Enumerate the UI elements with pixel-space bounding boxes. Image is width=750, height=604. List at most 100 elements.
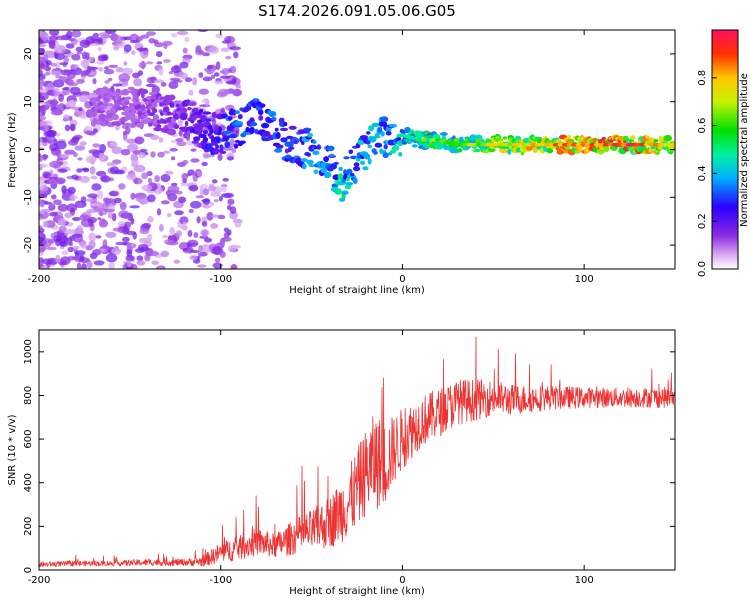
heatmap-ridge-cell xyxy=(453,145,458,150)
heatmap-noise-cell xyxy=(62,87,71,91)
heatmap-ridge-cell xyxy=(127,86,135,91)
heatmap-ridge-cell xyxy=(175,103,181,108)
heatmap-noise-cell xyxy=(56,140,67,150)
heatmap-noise-cell xyxy=(126,242,137,249)
heatmap-noise-cell xyxy=(126,138,137,144)
heatmap-noise-cell xyxy=(132,177,143,185)
heatmap-ridge-cell xyxy=(234,110,240,115)
y-tick-label: 600 xyxy=(23,430,34,449)
heatmap-noise-cell xyxy=(122,132,128,141)
y-tick-label: 400 xyxy=(23,473,34,492)
heatmap-noise-cell xyxy=(39,200,45,207)
heatmap-noise-cell xyxy=(97,47,102,52)
heatmap-noise-cell xyxy=(74,145,86,151)
heatmap-noise-cell xyxy=(148,250,159,257)
heatmap-noise-cell xyxy=(115,67,124,73)
heatmap-ridge-cell xyxy=(218,126,222,132)
heatmap-noise-cell xyxy=(42,138,50,143)
heatmap-noise-cell xyxy=(45,60,52,66)
heatmap-noise-cell xyxy=(63,114,70,122)
heatmap-noise-cell xyxy=(154,175,161,183)
spectrogram-heatmap xyxy=(39,30,675,269)
heatmap-noise-cell xyxy=(49,30,60,36)
heatmap-noise-cell xyxy=(86,65,91,74)
heatmap-noise-cell xyxy=(214,80,224,85)
heatmap-noise-cell xyxy=(86,198,97,202)
heatmap-noise-cell xyxy=(61,250,69,256)
heatmap-noise-cell xyxy=(59,241,68,247)
heatmap-noise-cell xyxy=(122,236,130,243)
heatmap-noise-cell xyxy=(55,254,60,263)
heatmap-ridge-cell xyxy=(377,126,383,133)
heatmap-noise-cell xyxy=(188,89,194,96)
heatmap-noise-cell xyxy=(120,149,131,156)
heatmap-ridge-cell xyxy=(223,130,232,135)
heatmap-noise-cell xyxy=(39,142,43,147)
heatmap-ridge-cell xyxy=(151,108,158,114)
heatmap-noise-cell xyxy=(176,141,187,147)
heatmap-noise-cell xyxy=(78,257,91,264)
heatmap-noise-cell xyxy=(219,239,225,248)
heatmap-noise-cell xyxy=(227,244,237,253)
heatmap-ridge-core-cell xyxy=(671,142,675,147)
heatmap-noise-cell xyxy=(140,49,149,59)
heatmap-noise-cell xyxy=(213,199,219,203)
heatmap-ridge-cell xyxy=(275,144,284,148)
snr-y-ticks: 0 200 400 600 800 1000 xyxy=(23,339,675,573)
y-tick-label: 1000 xyxy=(23,339,34,364)
heatmap-noise-cell xyxy=(48,176,58,180)
heatmap-noise-cell xyxy=(55,35,68,41)
heatmap-ridge-cell xyxy=(213,149,221,153)
x-tick-label: -100 xyxy=(209,274,232,285)
heatmap-noise-cell xyxy=(39,196,42,203)
heatmap-ridge-cell xyxy=(279,127,289,132)
heatmap-noise-cell xyxy=(57,168,68,173)
heatmap-noise-cell xyxy=(158,67,164,76)
heatmap-ridge-cell xyxy=(362,166,369,171)
heatmap-noise-cell xyxy=(55,132,61,137)
heatmap-noise-cell xyxy=(100,175,111,183)
heatmap-ridge-cell xyxy=(115,88,121,94)
heatmap-ridge-cell xyxy=(202,111,212,115)
heatmap-noise-cell xyxy=(190,250,200,253)
heatmap-ridge-cell xyxy=(371,122,380,128)
heatmap-noise-cell xyxy=(53,199,62,205)
heatmap-noise-cell xyxy=(72,234,84,243)
heatmap-noise-cell xyxy=(214,257,221,263)
y-tick-label: 0 xyxy=(23,567,34,573)
heatmap-noise-cell xyxy=(112,83,123,87)
heatmap-noise-cell xyxy=(103,103,114,107)
heatmap-noise-cell xyxy=(123,61,128,66)
heatmap-ridge-cell xyxy=(261,122,270,129)
heatmap-noise-cell xyxy=(68,99,77,107)
heatmap-noise-cell xyxy=(44,124,49,132)
heatmap-noise-cell xyxy=(49,70,62,76)
heatmap-noise-cell xyxy=(71,174,79,180)
heatmap-noise-cell xyxy=(192,77,198,86)
heatmap-noise-cell xyxy=(50,110,63,116)
heatmap-noise-cell xyxy=(175,230,183,237)
heatmap-ridge-cell xyxy=(274,148,283,153)
heatmap-noise-cell xyxy=(220,107,225,113)
heatmap-ridge-cell xyxy=(179,113,188,121)
heatmap-noise-cell xyxy=(118,73,131,82)
heatmap-noise-cell xyxy=(197,252,208,257)
heatmap-noise-cell xyxy=(193,232,199,238)
heatmap-noise-cell xyxy=(111,247,121,255)
heatmap-ridge-cell xyxy=(398,152,403,157)
heatmap-noise-cell xyxy=(130,192,136,200)
heatmap-ridge-cell xyxy=(392,145,400,151)
heatmap-noise-cell xyxy=(39,78,45,88)
heatmap-ridge-cell xyxy=(101,86,109,93)
snr-panel: -200 -100 0 100 0 200 400 600 800 1000 Height of… xyxy=(7,329,676,597)
heatmap-noise-cell xyxy=(97,55,108,62)
heatmap-ridge-cell xyxy=(663,134,672,142)
heatmap-ridge-cell xyxy=(179,107,188,114)
heatmap-noise-cell xyxy=(39,209,45,215)
heatmap-noise-cell xyxy=(81,263,87,269)
heatmap-ridge-cell xyxy=(569,139,574,143)
heatmap-ridge-cell xyxy=(148,112,156,117)
heatmap-noise-cell xyxy=(108,191,119,197)
heatmap-ridge-cell xyxy=(300,158,308,163)
